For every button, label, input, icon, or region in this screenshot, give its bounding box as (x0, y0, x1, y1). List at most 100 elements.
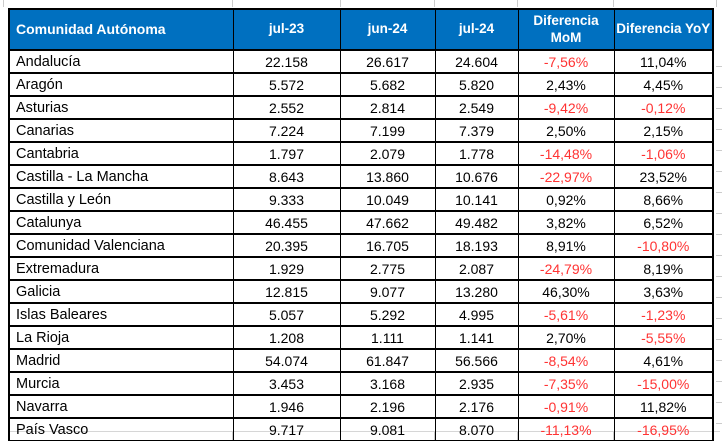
cell-value: 2,15% (613, 118, 714, 143)
table-body: Andalucía 22.158 26.617 24.604 -7,56% 11,04% A… (8, 49, 714, 441)
cell-region-name: Galicia (8, 279, 234, 304)
cell-region-name: Murcia (8, 371, 234, 396)
cell-value: -5,61% (517, 302, 615, 327)
cell-value: 5.292 (339, 302, 436, 327)
cell-value: 2.079 (339, 141, 436, 166)
cell-value: 5.057 (232, 302, 341, 327)
cell-value: 9.717 (232, 417, 341, 441)
cell-value: 2,43% (517, 72, 615, 97)
cell-value: 18.193 (434, 233, 519, 258)
cell-region-name: Catalunya (8, 210, 234, 235)
cell-value: 1.946 (232, 394, 341, 419)
cell-region-name: País Vasco (8, 417, 234, 441)
cell-value: -1,06% (613, 141, 714, 166)
cell-value: 8,19% (613, 256, 714, 281)
gridline-stub (716, 46, 722, 427)
table-row: Murcia 3.453 3.168 2.935 -7,35% -15,00% (8, 371, 714, 396)
table-row: Madrid 54.074 61.847 56.566 -8,54% 4,61% (8, 348, 714, 373)
cell-value: 7.224 (232, 118, 341, 143)
cell-value: 3,82% (517, 210, 615, 235)
cell-value: 9.081 (339, 417, 436, 441)
cell-value: 3,63% (613, 279, 714, 304)
header-row: Comunidad Autónoma jul-23 jun-24 jul-24 Dife… (8, 8, 714, 51)
cell-value: 22.158 (232, 49, 341, 74)
table-row: Extremadura 1.929 2.775 2.087 -24,79% 8,19% (8, 256, 714, 281)
cell-region-name: Comunidad Valenciana (8, 233, 234, 258)
column-header: Comunidad Autónoma (8, 8, 234, 51)
cell-value: 12.815 (232, 279, 341, 304)
cell-region-name: La Rioja (8, 325, 234, 350)
table-row: Catalunya 46.455 47.662 49.482 3,82% 6,52% (8, 210, 714, 235)
cell-value: 2,70% (517, 325, 615, 350)
cell-value: 1.778 (434, 141, 519, 166)
table-row: Castilla - La Mancha 8.643 13.860 10.676 -22… (8, 164, 714, 189)
cell-region-name: Islas Baleares (8, 302, 234, 327)
table-row: Castilla y León 9.333 10.049 10.141 0,92% 8,6… (8, 187, 714, 212)
cell-region-name: Castilla y León (8, 187, 234, 212)
cell-value: 8,91% (517, 233, 615, 258)
cell-value: 9.333 (232, 187, 341, 212)
table-row: La Rioja 1.208 1.111 1.141 2,70% -5,55% (8, 325, 714, 350)
cell-value: 4.995 (434, 302, 519, 327)
gridline-stub (340, 0, 341, 7)
cell-value: 8.070 (434, 417, 519, 441)
column-header: jul-23 (232, 8, 341, 51)
cell-value: 13.280 (434, 279, 519, 304)
cell-value: 10.676 (434, 164, 519, 189)
gridline-stub (232, 0, 233, 7)
cell-value: 26.617 (339, 49, 436, 74)
cell-value: 1.208 (232, 325, 341, 350)
cell-value: -15,00% (613, 371, 714, 396)
gridline-stub (434, 0, 435, 7)
cell-value: 7.199 (339, 118, 436, 143)
cell-value: 10.141 (434, 187, 519, 212)
cell-region-name: Asturias (8, 95, 234, 120)
table-row: Comunidad Valenciana 20.395 16.705 18.193 8,… (8, 233, 714, 258)
cell-region-name: Extremadura (8, 256, 234, 281)
cell-value: 47.662 (339, 210, 436, 235)
cell-region-name: Canarias (8, 118, 234, 143)
cell-value: -7,35% (517, 371, 615, 396)
table-row: Cantabria 1.797 2.079 1.778 -14,48% -1,06% (8, 141, 714, 166)
column-header: jul-24 (434, 8, 519, 51)
table-row: Asturias 2.552 2.814 2.549 -9,42% -0,12% (8, 95, 714, 120)
cell-value: -11,13% (517, 417, 615, 441)
cell-value: 2.087 (434, 256, 519, 281)
cell-value: 6,52% (613, 210, 714, 235)
cell-value: 20.395 (232, 233, 341, 258)
cell-value: 2.552 (232, 95, 341, 120)
cell-value: 13.860 (339, 164, 436, 189)
cell-value: 16.705 (339, 233, 436, 258)
cell-value: -24,79% (517, 256, 615, 281)
cell-value: 0,92% (517, 187, 615, 212)
cell-value: 7.379 (434, 118, 519, 143)
cell-value: 2.176 (434, 394, 519, 419)
cell-value: 56.566 (434, 348, 519, 373)
table-row: Canarias 7.224 7.199 7.379 2,50% 2,15% (8, 118, 714, 143)
table-row: Navarra 1.946 2.196 2.176 -0,91% 11,82% (8, 394, 714, 419)
column-header: Diferencia MoM (517, 8, 615, 51)
data-table: Comunidad Autónoma jul-23 jun-24 jul-24 Dife… (8, 8, 714, 441)
cell-region-name: Castilla - La Mancha (8, 164, 234, 189)
table-row: Galicia 12.815 9.077 13.280 46,30% 3,63% (8, 279, 714, 304)
cell-value: 1.929 (232, 256, 341, 281)
cell-value: 3.453 (232, 371, 341, 396)
cell-value: 11,82% (613, 394, 714, 419)
table-row: Aragón 5.572 5.682 5.820 2,43% 4,45% (8, 72, 714, 97)
cell-value: 1.797 (232, 141, 341, 166)
cell-value: 5.820 (434, 72, 519, 97)
cell-value: -16,95% (613, 417, 714, 441)
cell-value: -0,91% (517, 394, 615, 419)
table-row: Islas Baleares 5.057 5.292 4.995 -5,61% -1,23… (8, 302, 714, 327)
cell-value: -8,54% (517, 348, 615, 373)
gridline-stub (716, 0, 717, 7)
gridline-stub (3, 0, 4, 7)
cell-value: 1.141 (434, 325, 519, 350)
cell-value: -7,56% (517, 49, 615, 74)
cell-region-name: Andalucía (8, 49, 234, 74)
cell-value: -0,12% (613, 95, 714, 120)
cell-value: 4,45% (613, 72, 714, 97)
cell-value: 9.077 (339, 279, 436, 304)
cell-value: 5.572 (232, 72, 341, 97)
